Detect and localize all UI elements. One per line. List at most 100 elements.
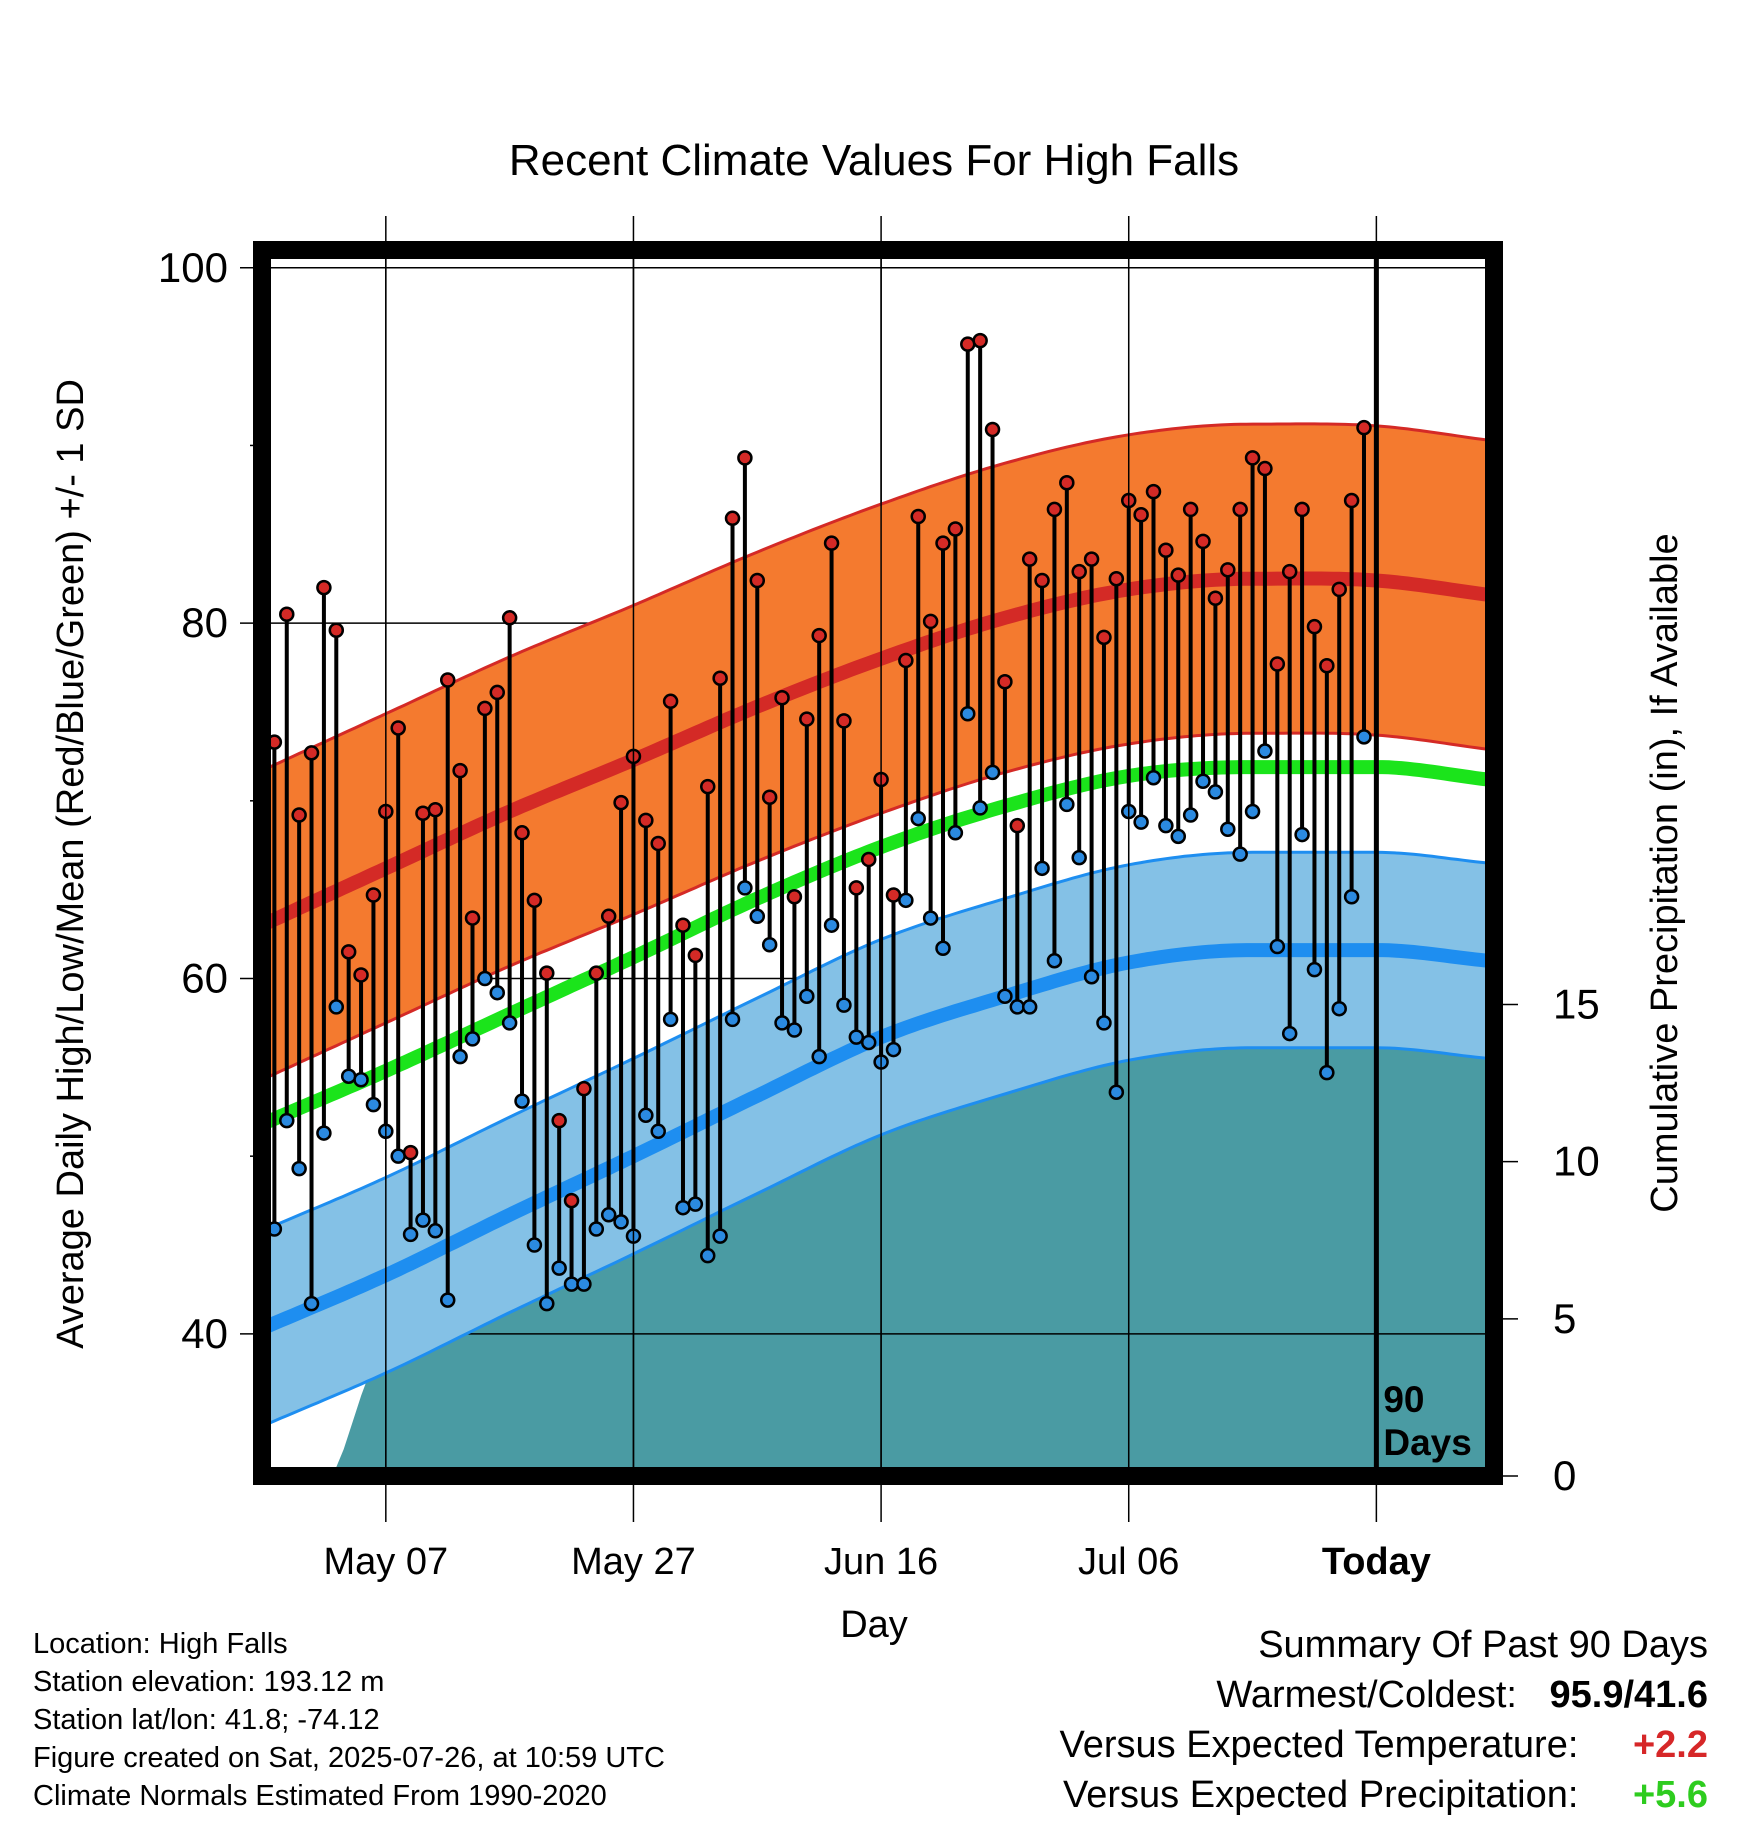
daily-low-point [737, 880, 753, 896]
daily-low-point [935, 940, 951, 957]
daily-high-point [1096, 629, 1112, 646]
x-tick-labels: May 07 May 27 Jun 16 Jul 06 Today [324, 1541, 1431, 1583]
daily-low-point [427, 1223, 444, 1239]
daily-high-point [935, 535, 951, 551]
daily-low-point [613, 1214, 629, 1230]
daily-high-point [1281, 563, 1298, 580]
daily-high-point [427, 801, 444, 818]
meta-location: Location: High Falls [33, 1628, 288, 1660]
meta-normals: Climate Normals Estimated From 1990-2020 [33, 1780, 607, 1812]
daily-low-point [477, 970, 493, 987]
summary-temp: Versus Expected Temperature: +2.2 [1059, 1726, 1708, 1764]
daily-high-point [662, 693, 679, 710]
daily-low-point [1071, 849, 1087, 866]
daily-high-point [1356, 419, 1372, 436]
daily-high-point [365, 887, 382, 903]
daily-high-point [353, 967, 369, 983]
daily-low-point [1145, 769, 1162, 786]
daily-low-point [539, 1295, 555, 1312]
daily-low-point [1170, 828, 1187, 845]
daily-low-point [860, 1034, 877, 1051]
daily-high-point [551, 1112, 567, 1129]
daily-high-point [279, 606, 295, 622]
daily-high-point [1331, 581, 1347, 598]
daily-low-point [650, 1123, 666, 1140]
daily-low-point [1108, 1084, 1125, 1100]
daily-low-point [1207, 784, 1224, 800]
daily-high-point [576, 1080, 592, 1097]
daily-high-point [1269, 656, 1286, 672]
daily-high-point [1009, 817, 1026, 834]
daily-high-point [712, 670, 728, 686]
daily-high-point [1294, 501, 1310, 518]
x-tick-label: May 07 [324, 1541, 449, 1583]
daily-low-point [1356, 729, 1372, 745]
daily-low-point [501, 1015, 518, 1031]
summary-warmest-coldest: Warmest/Coldest: 95.9/41.6 [1216, 1676, 1708, 1714]
daily-low-point [1096, 1015, 1112, 1031]
daily-high-point [402, 1144, 419, 1161]
daily-low-point [1331, 1000, 1347, 1017]
daily-high-point [477, 700, 493, 717]
y2-axis-label: Cumulative Precipitation (in), If Availa… [1644, 533, 1686, 1212]
daily-high-point [960, 336, 976, 352]
daily-low-point [303, 1295, 320, 1312]
daily-low-point [576, 1276, 592, 1292]
daily-low-point [836, 997, 852, 1013]
daily-low-point [279, 1112, 295, 1129]
daily-low-point [823, 917, 840, 933]
daily-low-point [972, 800, 988, 816]
daily-low-point [675, 1199, 691, 1216]
daily-high-point [699, 778, 716, 795]
x-tick-label: Today [1322, 1541, 1431, 1583]
daily-high-point [910, 508, 926, 525]
daily-high-point [749, 572, 766, 589]
y-tick-label: 80 [181, 599, 228, 646]
daily-high-point [303, 745, 320, 761]
y2-tick-label: 15 [1553, 980, 1600, 1027]
daily-high-point [1083, 551, 1100, 567]
daily-low-point [638, 1107, 654, 1124]
daily-low-point [464, 1031, 481, 1047]
daily-high-point [1108, 570, 1125, 587]
daily-high-point [1182, 501, 1199, 518]
daily-high-point [514, 825, 530, 841]
daily-high-point [1046, 501, 1063, 518]
daily-high-point [922, 613, 939, 630]
daily-high-point [452, 762, 468, 779]
daily-low-point [328, 999, 345, 1015]
y-tick-label: 60 [181, 954, 228, 1001]
y2-tick-label: 10 [1553, 1138, 1600, 1185]
daily-high-point [439, 672, 456, 688]
daily-high-point [1306, 618, 1323, 635]
daily-high-point [1232, 501, 1248, 518]
daily-low-point [662, 1011, 679, 1028]
meta-created: Figure created on Sat, 2025-07-26, at 10… [33, 1742, 665, 1774]
daily-low-point [439, 1292, 456, 1308]
daily-low-point [1009, 999, 1026, 1015]
summary-precip: Versus Expected Precipitation: +5.6 [1063, 1776, 1708, 1814]
daily-low-point [724, 1011, 741, 1028]
daily-low-point [848, 1029, 865, 1045]
x-tick-label: Jul 06 [1078, 1541, 1179, 1583]
meta-latlon: Station lat/lon: 41.8; -74.12 [33, 1704, 380, 1736]
daily-high-point [972, 332, 988, 349]
daily-low-point [885, 1041, 902, 1058]
daily-low-point [1133, 814, 1149, 830]
daily-high-point [501, 610, 518, 626]
daily-low-point [1294, 826, 1310, 843]
daily-low-point [997, 988, 1013, 1005]
daily-low-point [1059, 796, 1075, 813]
daily-low-point [316, 1125, 332, 1141]
daily-high-point [1220, 562, 1236, 578]
daily-low-point [712, 1228, 728, 1244]
daily-high-point [848, 880, 865, 896]
warmest-coldest-value: 95.9/41.6 [1549, 1674, 1708, 1716]
daily-high-point [650, 835, 666, 852]
daily-low-point [922, 910, 939, 926]
precip-vs-expected-value: +5.6 [1632, 1774, 1708, 1816]
temp-vs-expected-label: Versus Expected Temperature: [1059, 1724, 1579, 1766]
normal-low-line [262, 943, 1494, 1336]
daily-low-point [563, 1276, 580, 1292]
